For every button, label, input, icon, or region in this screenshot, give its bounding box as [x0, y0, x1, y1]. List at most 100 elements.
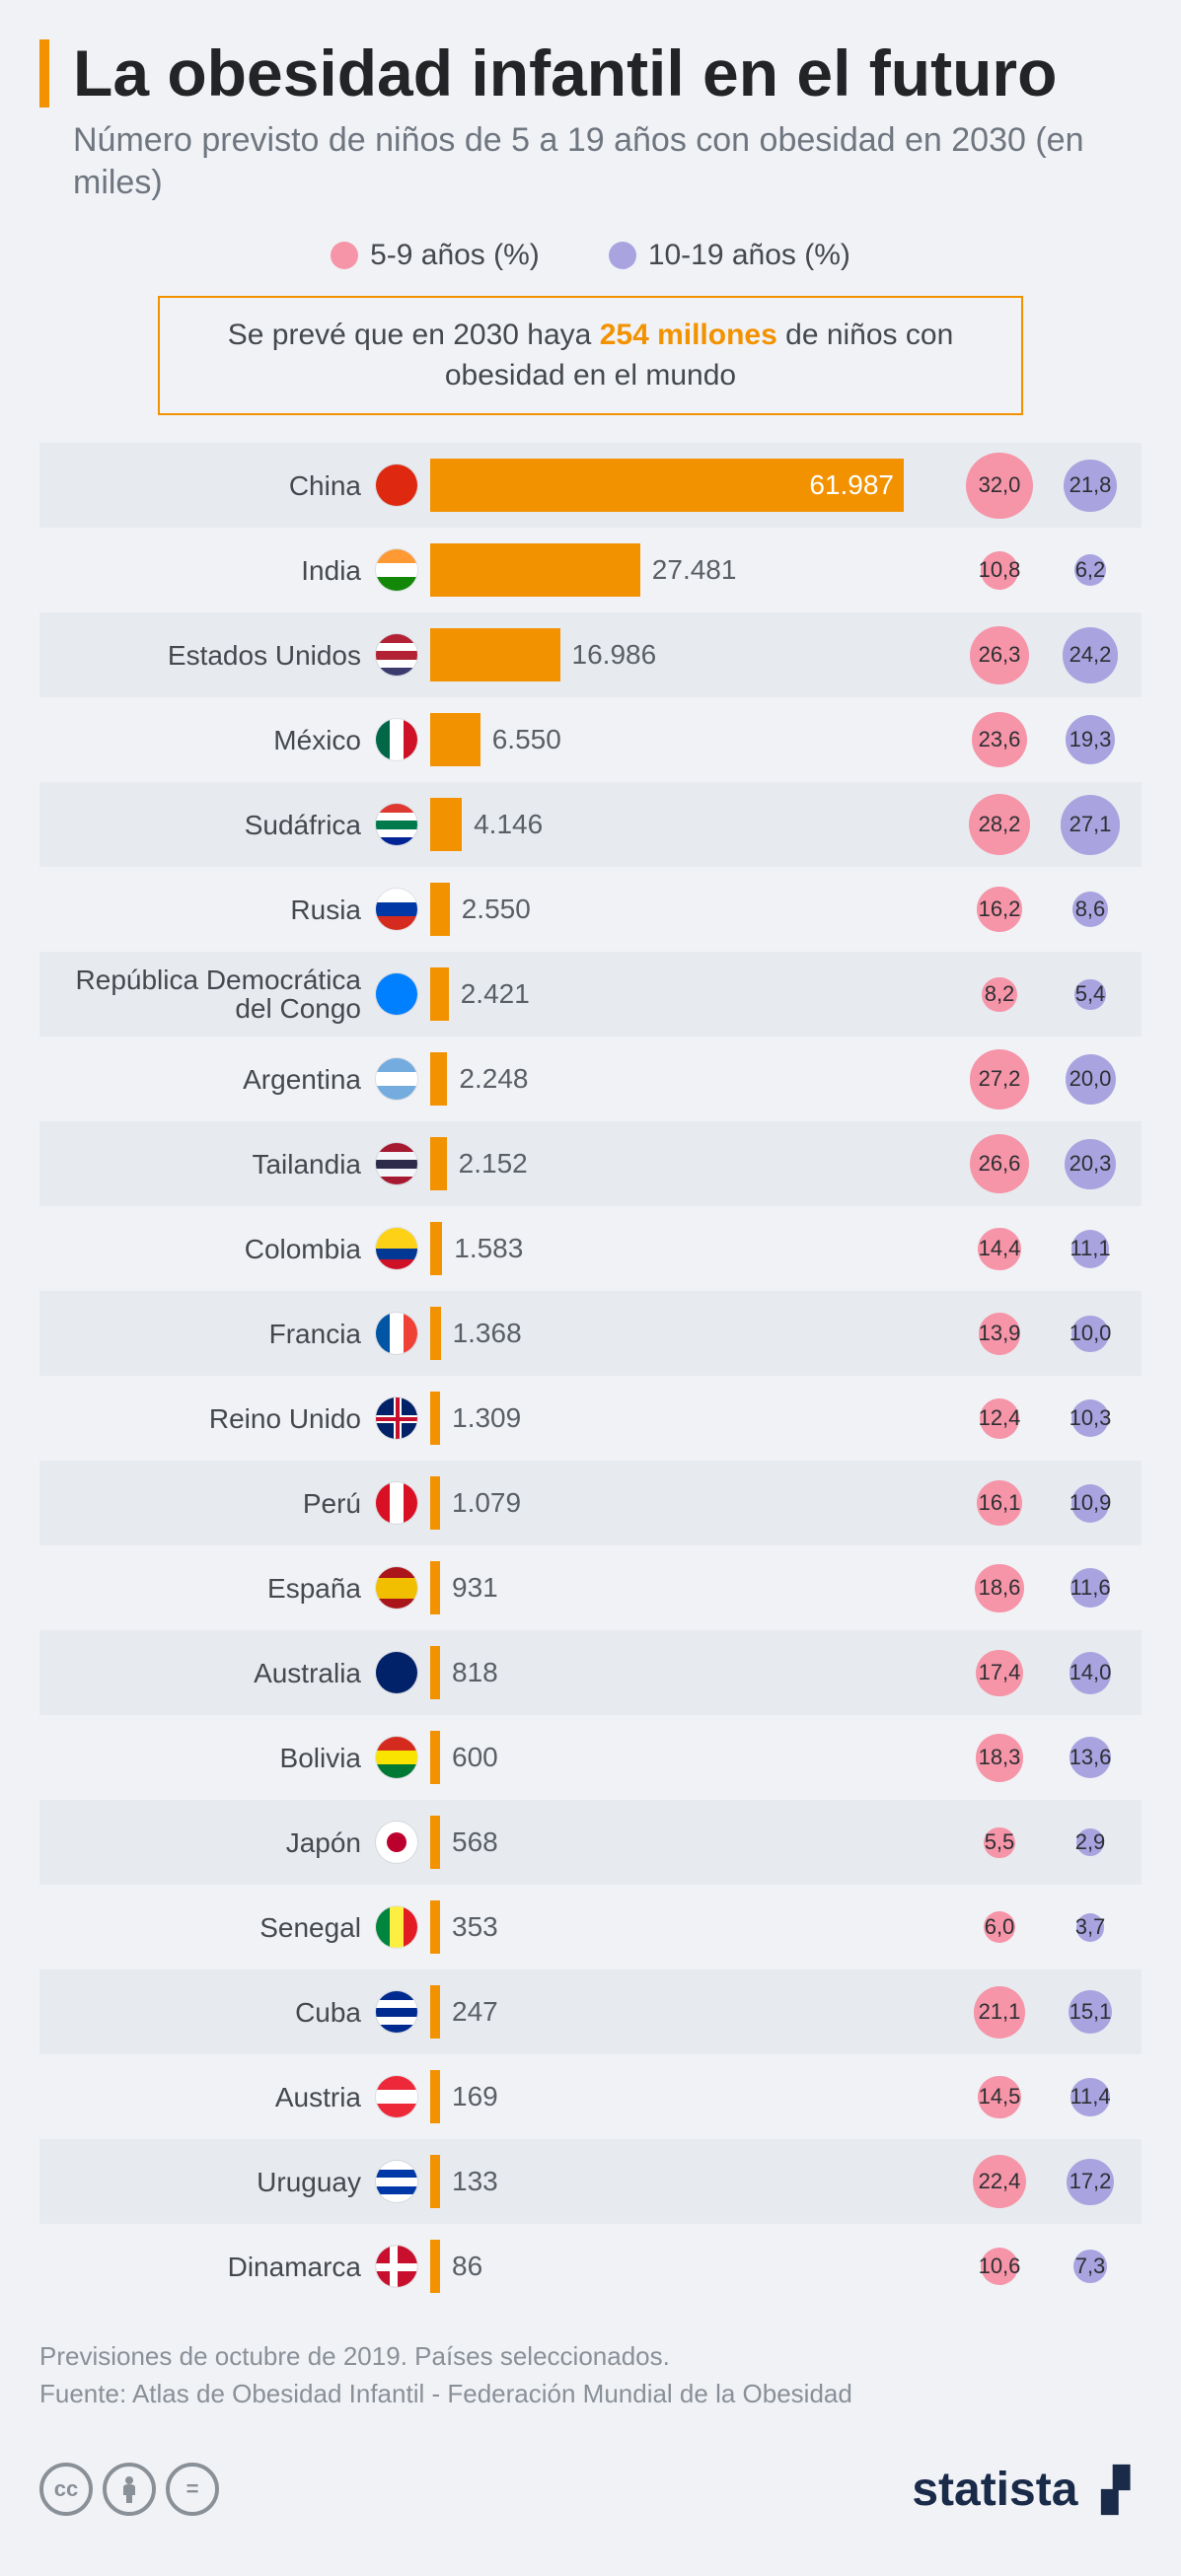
bubble-label: 32,0	[979, 472, 1021, 498]
bar-area: 2.421	[418, 952, 956, 1037]
cc-icons: cc =	[39, 2463, 219, 2516]
cc-icon: cc	[39, 2463, 93, 2516]
bar-value: 600	[452, 1742, 498, 1773]
bubbles: 18,611,6	[956, 1564, 1134, 1612]
table-row: Bolivia 600 18,313,6	[39, 1715, 1142, 1800]
country-label: República Democrática del Congo	[39, 966, 375, 1024]
bar-value: 2.550	[462, 894, 531, 925]
bubbles: 17,414,0	[956, 1650, 1134, 1696]
bubble-label: 14,4	[979, 1236, 1021, 1261]
bar	[430, 1985, 440, 2039]
bubble-label: 10,9	[1070, 1490, 1112, 1516]
bubble-label: 27,1	[1070, 812, 1112, 837]
table-row: Senegal 353 6,03,7	[39, 1885, 1142, 1969]
flag-icon	[375, 1651, 418, 1694]
bubble-label: 20,0	[1070, 1066, 1112, 1092]
legend-dot-pink	[331, 242, 358, 269]
bubble-a: 26,3	[970, 626, 1029, 685]
bubble-a: 16,2	[977, 887, 1022, 932]
bubble-b: 2,9	[1076, 1828, 1104, 1856]
bubbles: 13,910,0	[956, 1313, 1134, 1355]
table-row: Sudáfrica4.14628,227,1	[39, 782, 1142, 867]
bar-area: 1.309	[418, 1376, 956, 1461]
bar	[430, 967, 449, 1021]
bubble-b: 10,0	[1071, 1316, 1109, 1353]
bar-value: 61.987	[809, 469, 894, 501]
bubble-b: 10,9	[1071, 1484, 1110, 1523]
bubbles: 27,220,0	[956, 1049, 1134, 1109]
bubble-a: 26,6	[970, 1134, 1029, 1193]
bubble-a: 10,6	[981, 2248, 1018, 2285]
bubble-b: 15,1	[1069, 1990, 1112, 2034]
bar-area: 133	[418, 2139, 956, 2224]
bubble-label: 15,1	[1070, 1999, 1112, 2025]
country-label: Rusia	[39, 895, 375, 924]
subtitle: Número previsto de niños de 5 a 19 años …	[73, 119, 1142, 203]
bubble-b: 17,2	[1067, 2159, 1113, 2205]
bubbles: 6,03,7	[956, 1911, 1134, 1943]
table-row: Perú1.07916,110,9	[39, 1461, 1142, 1545]
bubble-label: 23,6	[979, 727, 1021, 752]
bubble-label: 12,4	[979, 1405, 1021, 1431]
bubble-label: 10,3	[1070, 1405, 1112, 1431]
page-title: La obesidad infantil en el futuro	[73, 39, 1057, 107]
bar-value: 353	[452, 1911, 498, 1943]
country-label: Senegal	[39, 1913, 375, 1942]
bar	[430, 2070, 440, 2123]
bubble-b: 19,3	[1066, 715, 1115, 764]
country-label: Bolivia	[39, 1744, 375, 1772]
bubbles: 5,52,9	[956, 1827, 1134, 1858]
bubble-label: 26,3	[979, 642, 1021, 668]
country-label: China	[39, 471, 375, 500]
bubble-a: 6,0	[984, 1911, 1015, 1943]
bar-area: 4.146	[418, 782, 956, 867]
bar	[430, 1476, 440, 1530]
legend-item-a: 5-9 años (%)	[331, 239, 540, 272]
country-label: España	[39, 1574, 375, 1603]
bar-area: 2.248	[418, 1037, 956, 1121]
bar-value: 133	[452, 2166, 498, 2197]
bubble-label: 5,4	[1075, 981, 1106, 1007]
bubbles: 28,227,1	[956, 794, 1134, 855]
chart-rows: China61.98732,021,8India27.48110,86,2Est…	[39, 443, 1142, 2309]
bubble-label: 18,6	[979, 1575, 1021, 1601]
bubbles: 18,313,6	[956, 1734, 1134, 1782]
legend-dot-purple	[609, 242, 636, 269]
legend-item-b: 10-19 años (%)	[609, 239, 850, 272]
callout-pre: Se prevé que en 2030 haya	[228, 319, 600, 351]
bubble-label: 10,6	[979, 2254, 1021, 2279]
flag-icon	[375, 1990, 418, 2034]
country-label: Reino Unido	[39, 1404, 375, 1433]
bar-value: 1.583	[454, 1233, 523, 1264]
bubble-label: 21,8	[1070, 472, 1112, 498]
bar-area: 818	[418, 1630, 956, 1715]
table-row: Rusia2.55016,28,6	[39, 867, 1142, 952]
bar-area: 931	[418, 1545, 956, 1630]
flag-icon	[375, 464, 418, 507]
bar-value: 4.146	[474, 809, 543, 840]
flag-icon	[375, 888, 418, 931]
by-icon	[103, 2463, 156, 2516]
bar-area: 2.550	[418, 867, 956, 952]
bubble-label: 21,1	[979, 1999, 1021, 2025]
bar	[430, 1307, 441, 1360]
bubble-label: 22,4	[979, 2169, 1021, 2194]
bar-value: 2.421	[461, 978, 530, 1010]
bar	[430, 883, 450, 936]
bar	[430, 628, 560, 681]
flag-icon	[375, 633, 418, 677]
bubbles: 14,4 11,1	[956, 1228, 1134, 1270]
country-label: Colombia	[39, 1235, 375, 1263]
callout-box: Se prevé que en 2030 haya 254 millones d…	[158, 296, 1023, 415]
bubble-a: 17,4	[976, 1650, 1022, 1696]
bubble-label: 11,1	[1070, 1236, 1110, 1261]
table-row: India27.48110,86,2	[39, 528, 1142, 612]
bar-area: 353	[418, 1885, 956, 1969]
bar-area: 6.550	[418, 697, 956, 782]
bubble-label: 7,3	[1075, 2254, 1106, 2279]
legend-label-b: 10-19 años (%)	[648, 239, 850, 272]
country-label: Japón	[39, 1828, 375, 1857]
bar-value: 1.309	[452, 1402, 521, 1434]
country-label: Francia	[39, 1320, 375, 1348]
bar	[430, 1052, 447, 1106]
